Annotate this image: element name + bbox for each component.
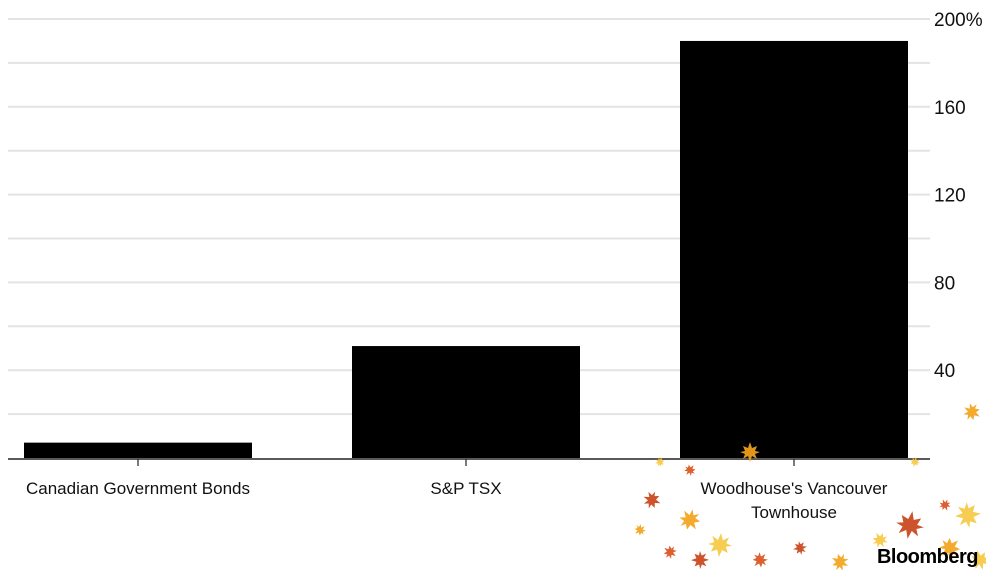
x-axis [8, 458, 930, 466]
bar-1 [24, 442, 252, 458]
y-tick-label: 80 [934, 273, 955, 294]
bars [24, 40, 908, 458]
bloomberg-logo: Bloomberg [876, 546, 979, 568]
y-tick-label: 160 [934, 98, 966, 119]
x-tick-label: Canadian Government Bonds [26, 479, 250, 498]
x-tick-label: Woodhouse's Vancouver Townhouse [701, 479, 888, 522]
y-tick-label: 120 [934, 186, 966, 207]
bar-2 [352, 346, 580, 458]
y-tick-label: 200% [934, 10, 983, 31]
x-tick-label: S&P TSX [430, 479, 501, 498]
bar-3 [680, 40, 908, 458]
x-axis-labels: Canadian Government Bonds S&P TSX Woodhous… [26, 479, 888, 522]
grid-lines [8, 18, 930, 416]
y-axis: 40 80 120 160 200% [934, 10, 983, 382]
y-tick-label: 40 [934, 361, 955, 382]
